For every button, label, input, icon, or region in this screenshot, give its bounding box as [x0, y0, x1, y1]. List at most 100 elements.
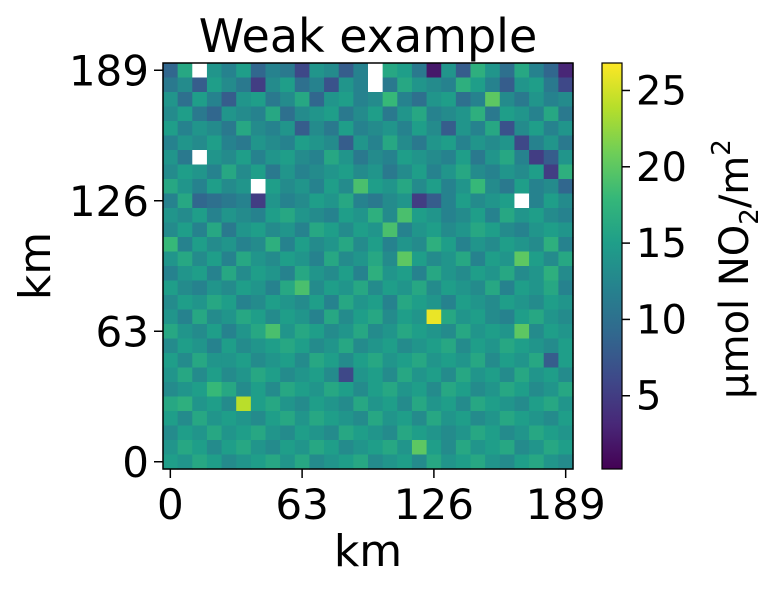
- heatmap-cell: [177, 324, 193, 340]
- heatmap-cell: [338, 454, 354, 470]
- heatmap-cell: [324, 266, 340, 282]
- heatmap-cell-missing: [250, 179, 267, 195]
- heatmap-cell: [368, 179, 384, 195]
- heatmap-cell: [368, 324, 384, 340]
- heatmap-cell: [514, 150, 530, 166]
- colorbar: [601, 62, 623, 470]
- heatmap-cell: [514, 338, 530, 354]
- heatmap-cell: [192, 309, 208, 325]
- heatmap-cell: [221, 396, 237, 412]
- heatmap-cell: [250, 266, 267, 282]
- heatmap-cell: [192, 382, 208, 398]
- heatmap-cell: [192, 266, 208, 282]
- heatmap-cell: [397, 237, 413, 253]
- heatmap-cell: [470, 193, 486, 209]
- heatmap-cell: [455, 382, 472, 398]
- heatmap-cell: [411, 338, 428, 354]
- heatmap-cell: [485, 382, 501, 398]
- heatmap-cell: [441, 367, 457, 383]
- colorbar-tick-label: 25: [636, 68, 687, 114]
- heatmap-cell: [250, 106, 267, 122]
- heatmap-cell: [382, 353, 398, 369]
- heatmap-cell: [529, 179, 545, 195]
- heatmap-cell: [206, 266, 223, 282]
- heatmap-cell: [397, 251, 413, 267]
- heatmap-cell: [470, 266, 486, 282]
- heatmap-cell: [543, 425, 559, 441]
- heatmap-cell: [338, 280, 354, 296]
- heatmap-cell: [236, 280, 252, 296]
- heatmap-cell: [294, 164, 311, 180]
- heatmap-cell: [221, 382, 237, 398]
- heatmap-cell: [368, 396, 384, 412]
- heatmap-cell: [309, 237, 325, 253]
- x-axis-label: km: [334, 526, 402, 577]
- heatmap-cell: [163, 135, 179, 151]
- heatmap-cell: [353, 295, 369, 311]
- heatmap-cell: [353, 179, 369, 195]
- heatmap-cell: [441, 77, 457, 93]
- colorbar-label-sup: 2: [707, 139, 737, 156]
- heatmap-cell: [368, 338, 384, 354]
- heatmap-cell: [529, 164, 545, 180]
- heatmap-cell: [529, 135, 545, 151]
- heatmap-cell: [514, 208, 530, 224]
- heatmap-cell: [280, 237, 296, 253]
- heatmap-cell: [353, 454, 369, 470]
- heatmap-cell: [206, 454, 223, 470]
- heatmap-cell: [529, 222, 545, 238]
- heatmap-cell: [529, 367, 545, 383]
- heatmap-cell: [309, 353, 325, 369]
- heatmap-cell: [514, 135, 530, 151]
- heatmap-cell: [221, 309, 237, 325]
- heatmap-cell: [280, 382, 296, 398]
- heatmap-cell: [353, 106, 369, 122]
- heatmap-cell: [543, 63, 559, 79]
- heatmap-cell: [280, 309, 296, 325]
- heatmap-cell: [382, 411, 398, 427]
- heatmap-cell: [221, 92, 237, 108]
- heatmap-cell: [499, 237, 516, 253]
- heatmap-cell: [426, 121, 442, 137]
- heatmap-cell: [368, 106, 384, 122]
- heatmap-cell: [206, 425, 223, 441]
- heatmap-cell: [324, 150, 340, 166]
- heatmap-cell: [177, 382, 193, 398]
- heatmap-cell: [382, 106, 398, 122]
- heatmap-cell: [470, 295, 486, 311]
- heatmap-cell: [558, 222, 574, 238]
- heatmap-cell: [221, 106, 237, 122]
- heatmap-cell: [250, 121, 267, 137]
- heatmap-cell: [177, 425, 193, 441]
- heatmap-cell: [470, 382, 486, 398]
- heatmap-cell: [485, 179, 501, 195]
- heatmap-cell: [485, 208, 501, 224]
- heatmap-cell: [558, 121, 574, 137]
- heatmap-cell: [221, 77, 237, 93]
- heatmap-cell: [411, 266, 428, 282]
- heatmap-cell-missing: [192, 63, 208, 79]
- heatmap-cell: [441, 396, 457, 412]
- heatmap-cell: [499, 411, 516, 427]
- heatmap-cell: [499, 440, 516, 456]
- heatmap-cell: [206, 280, 223, 296]
- heatmap-cell: [280, 135, 296, 151]
- heatmap-cell: [280, 324, 296, 340]
- heatmap-cell: [221, 353, 237, 369]
- heatmap-cell: [382, 367, 398, 383]
- heatmap-cell: [368, 367, 384, 383]
- heatmap-cell: [324, 92, 340, 108]
- heatmap-cell: [309, 150, 325, 166]
- heatmap-cell: [324, 411, 340, 427]
- heatmap-cell: [206, 92, 223, 108]
- heatmap-cell: [382, 251, 398, 267]
- colorbar-label-sub: 2: [735, 208, 764, 225]
- heatmap-cell: [265, 77, 281, 93]
- heatmap-cell: [558, 150, 574, 166]
- heatmap-cell: [250, 237, 267, 253]
- heatmap-cell: [280, 121, 296, 137]
- heatmap-cell: [353, 425, 369, 441]
- heatmap-cell: [529, 382, 545, 398]
- heatmap-cell: [529, 150, 545, 166]
- heatmap-cell: [265, 396, 281, 412]
